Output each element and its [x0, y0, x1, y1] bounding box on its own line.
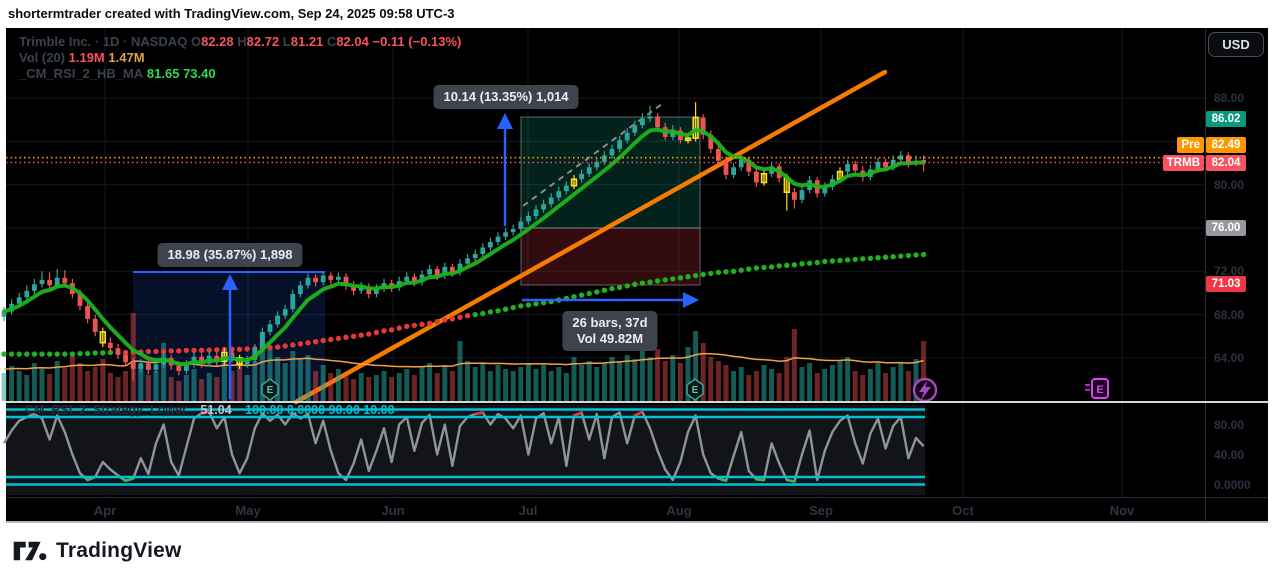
- month-label-aug[interactable]: Aug: [666, 503, 692, 518]
- month-label-apr[interactable]: Apr: [93, 503, 117, 518]
- date-range-label[interactable]: 26 bars, 37d Vol 49.82M: [562, 311, 658, 351]
- attribution-text: shortermtrader created with TradingView.…: [8, 6, 455, 21]
- price-scale-label: 88.00: [1214, 91, 1245, 105]
- chart-bottom-border: [6, 521, 1268, 523]
- volume-indicator-label[interactable]: Vol (20): [19, 50, 65, 65]
- month-label-jun[interactable]: Jun: [381, 503, 405, 518]
- attribution-strip: shortermtrader created with TradingView.…: [0, 0, 1273, 28]
- close-value: 82.04: [336, 34, 369, 49]
- month-label-oct[interactable]: Oct: [952, 503, 974, 518]
- volume-value: 1.19M: [68, 50, 105, 65]
- price-scale-label: 80.00: [1214, 177, 1245, 192]
- rsi-ma-value-1: 81.65: [146, 66, 180, 81]
- price-range-label-may[interactable]: 18.98 (35.87%) 1,898: [157, 243, 303, 267]
- rsi-scale-label: 80.00: [1214, 417, 1245, 432]
- tradingview-logo[interactable]: TradingView: [13, 539, 182, 563]
- rsi-indicator-label[interactable]: CM_RSI_2_Strategy_Lower: [25, 403, 187, 417]
- price-badge: 82.04: [1206, 155, 1246, 171]
- symbol-title[interactable]: Trimble Inc. · 1D · NASDAQ: [19, 34, 188, 49]
- price-scale-separator[interactable]: [1205, 28, 1206, 521]
- legend-row-symbol[interactable]: Trimble Inc. · 1D · NASDAQ O82.28 H82.72…: [19, 34, 461, 50]
- date-range-bars: 26 bars, 37d: [572, 315, 648, 330]
- price-scale-label: 72.00: [1214, 264, 1245, 279]
- high-value: 82.72: [246, 34, 280, 49]
- month-label-jul[interactable]: Jul: [518, 503, 538, 518]
- rsi-indicator-legend[interactable]: CM_RSI_2_Strategy_Lower 51.04 100.00 0.0…: [25, 403, 395, 417]
- price-badge: 82.49: [1206, 137, 1246, 153]
- price-range-label-jul[interactable]: 10.14 (13.35%) 1,014: [433, 85, 579, 109]
- rsi-level-values: 100.00 0.0000 90.00 10.00: [245, 403, 395, 417]
- pre-price-tag: Pre: [1177, 137, 1204, 153]
- tradingview-logo-icon: [13, 541, 47, 561]
- volume-ma-value: 1.47M: [108, 50, 145, 65]
- rsi-ma-indicator-label[interactable]: _CM_RSI_2_HB_MA: [19, 66, 144, 81]
- rsi-ma-value-2: 73.40: [183, 66, 216, 81]
- currency-toggle-button[interactable]: USD: [1208, 32, 1264, 57]
- high-label: H: [237, 34, 247, 49]
- tradingview-logo-text: TradingView: [56, 539, 182, 562]
- date-range-volume: Vol 49.82M: [576, 331, 644, 346]
- month-label-sep[interactable]: Sep: [809, 503, 833, 518]
- symbol-legend: Trimble Inc. · 1D · NASDAQ O82.28 H82.72…: [19, 34, 461, 82]
- month-label-nov[interactable]: Nov: [1109, 503, 1135, 518]
- close-label: C: [326, 34, 337, 49]
- low-label: L: [282, 34, 291, 49]
- rsi-scale-label: 0.0000: [1214, 477, 1251, 492]
- rsi-scale-label: 40.00: [1214, 447, 1245, 462]
- open-label: O: [190, 34, 202, 49]
- chart-background: [6, 28, 1268, 523]
- price-badge: 76.00: [1206, 219, 1246, 236]
- rsi-current-value: 51.04: [200, 403, 232, 417]
- legend-row-volume[interactable]: Vol (20) 1.19M 1.47M: [19, 50, 461, 66]
- month-label-may[interactable]: May: [235, 503, 261, 518]
- price-badge: 71.03: [1206, 276, 1246, 292]
- trmb-price-tag: TRMB: [1162, 155, 1204, 171]
- legend-row-rsi-ma[interactable]: _CM_RSI_2_HB_MA 81.65 73.40: [19, 66, 461, 82]
- open-value: 82.28: [201, 34, 234, 49]
- low-value: 81.21: [290, 34, 324, 49]
- price-badge: 86.02: [1206, 111, 1246, 128]
- axis-separator: [6, 497, 1268, 498]
- change-value: −0.11 (−0.13%): [372, 34, 462, 49]
- price-scale-label: 68.00: [1214, 307, 1245, 322]
- price-scale-label: 64.00: [1214, 350, 1245, 365]
